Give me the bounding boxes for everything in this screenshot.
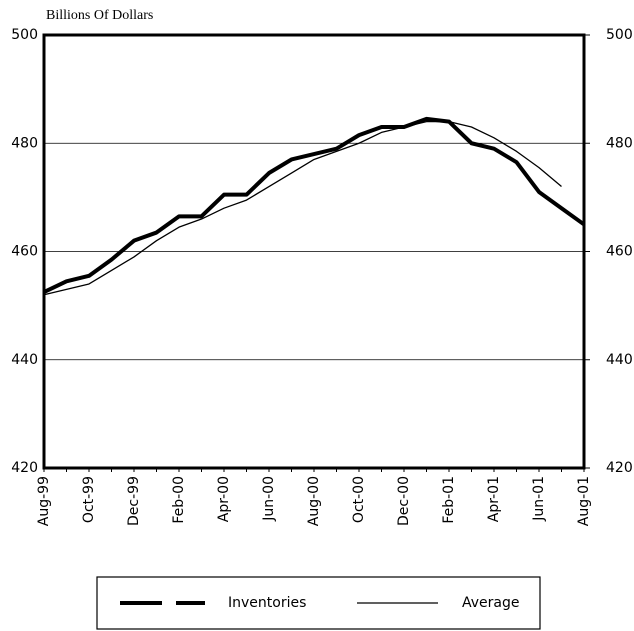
y-tick-label: 480 bbox=[11, 135, 38, 151]
y-tick-label: 420 bbox=[11, 460, 38, 476]
y2-tick-label: 500 bbox=[606, 27, 633, 43]
x-tick-label: Apr-00 bbox=[216, 476, 232, 522]
x-tick-label: Aug-01 bbox=[576, 476, 592, 526]
x-tick-label: Jun-01 bbox=[531, 476, 547, 522]
series-line bbox=[43, 120, 562, 296]
y2-tick-label: 460 bbox=[606, 244, 633, 260]
x-tick-label: Dec-00 bbox=[396, 476, 412, 526]
legend-label: Average bbox=[462, 595, 520, 611]
legend-box bbox=[96, 576, 541, 630]
x-tick-label: Oct-99 bbox=[81, 476, 97, 523]
x-tick-label: Feb-01 bbox=[441, 476, 457, 524]
x-tick-label: Apr-01 bbox=[486, 476, 502, 522]
y-tick-label: 440 bbox=[11, 352, 38, 368]
x-tick-label: Feb-00 bbox=[171, 476, 187, 524]
x-tick-label: Jun-00 bbox=[261, 476, 277, 522]
chart-title: Billions Of Dollars bbox=[46, 8, 153, 23]
legend-label: Inventories bbox=[228, 595, 306, 611]
y2-tick-label: 480 bbox=[606, 135, 633, 151]
y-tick-label: 460 bbox=[11, 244, 38, 260]
x-tick-label: Oct-00 bbox=[351, 476, 367, 523]
x-tick-label: Aug-99 bbox=[36, 476, 52, 526]
y2-tick-label: 440 bbox=[606, 352, 633, 368]
series-line bbox=[43, 116, 586, 294]
x-tick-label: Dec-99 bbox=[126, 476, 142, 526]
y-tick-label: 500 bbox=[11, 27, 38, 43]
y2-tick-label: 420 bbox=[606, 460, 633, 476]
x-tick-label: Aug-00 bbox=[306, 476, 322, 526]
